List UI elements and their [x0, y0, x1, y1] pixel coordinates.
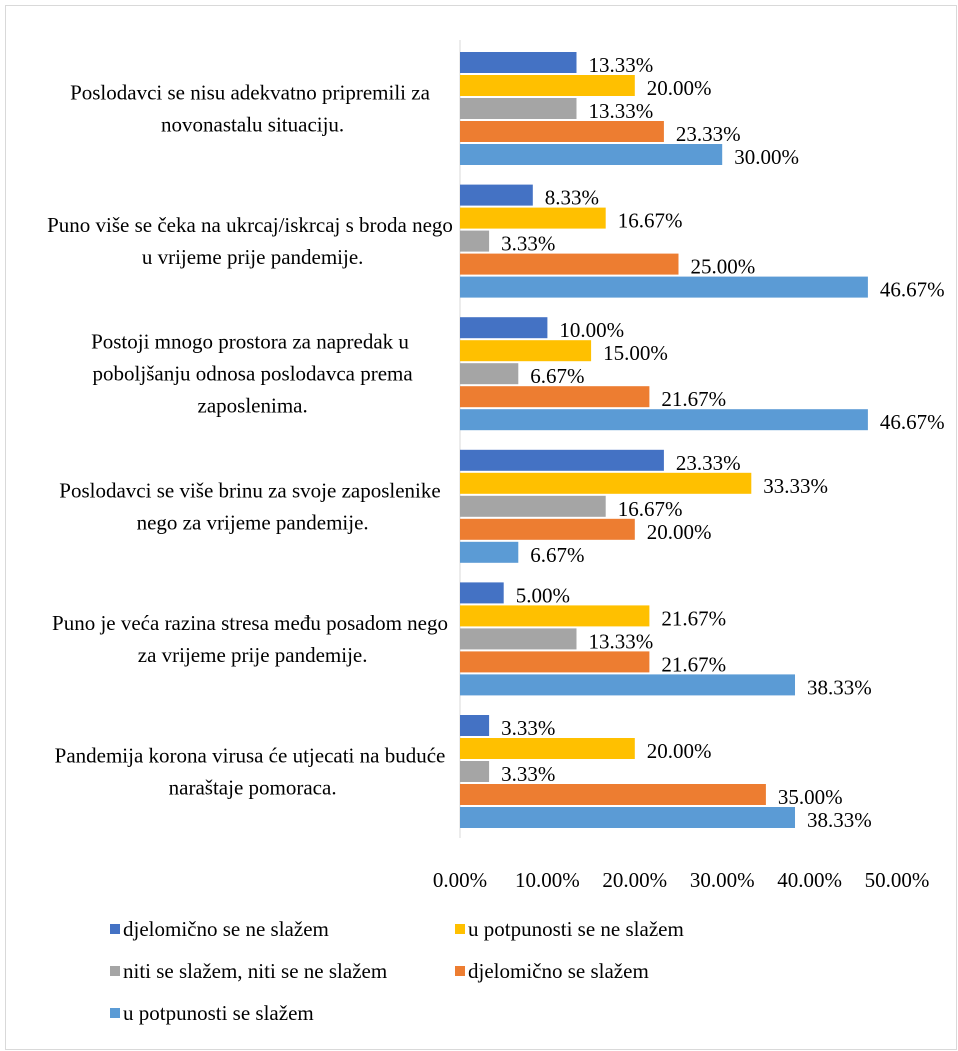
bar	[460, 807, 796, 828]
data-label: 38.33%	[807, 675, 872, 699]
bar	[460, 386, 650, 408]
x-tick-label: 50.00%	[865, 868, 930, 892]
bar	[460, 121, 664, 142]
bar	[460, 230, 490, 252]
data-label: 30.00%	[734, 145, 799, 169]
data-label: 38.33%	[807, 808, 872, 832]
bar	[460, 472, 752, 494]
bar	[460, 207, 606, 229]
bar	[460, 651, 650, 673]
bar	[460, 605, 650, 627]
data-label: 23.33%	[676, 451, 741, 475]
data-label: 21.67%	[661, 387, 726, 411]
data-label: 13.33%	[589, 53, 654, 77]
legend-label: u potpunosti se slažem	[123, 1001, 314, 1025]
bar	[460, 495, 606, 517]
bar	[460, 75, 635, 96]
data-label: 25.00%	[691, 255, 756, 279]
data-label: 3.33%	[501, 716, 555, 740]
bar	[460, 449, 664, 471]
data-label: 5.00%	[516, 583, 570, 607]
data-label: 6.67%	[530, 364, 584, 388]
legend-swatch	[110, 1008, 120, 1018]
data-label: 3.33%	[501, 232, 555, 256]
bar	[460, 409, 868, 431]
data-label: 13.33%	[589, 629, 654, 653]
data-label: 8.33%	[545, 186, 599, 210]
legend-label: u potpunosti se ne slažem	[468, 917, 684, 941]
x-tick-label: 0.00%	[433, 868, 487, 892]
bar	[460, 98, 577, 119]
bar	[460, 784, 766, 805]
category-label: Postoji mnogo prostora za napredak u pob…	[87, 330, 413, 418]
data-label: 20.00%	[647, 76, 712, 100]
legend-swatch	[110, 966, 120, 976]
bar	[460, 184, 533, 206]
bar	[460, 276, 868, 298]
bar	[460, 317, 548, 339]
data-label: 33.33%	[763, 474, 828, 498]
data-label: 3.33%	[501, 762, 555, 786]
bar	[460, 738, 635, 759]
data-label: 35.00%	[778, 785, 843, 809]
data-label: 21.67%	[661, 652, 726, 676]
legend-label: djelomično se slažem	[468, 959, 649, 983]
category-label: Poslodavci se više brinu za svoje zaposl…	[59, 478, 440, 534]
bar	[460, 541, 519, 563]
category-label: Pandemija korona virusa će utjecati na b…	[55, 744, 446, 800]
data-label: 16.67%	[618, 497, 683, 521]
data-label: 23.33%	[676, 122, 741, 146]
legend-swatch	[455, 966, 465, 976]
category-label: Puno je veća razina stresa među posadom …	[52, 611, 448, 667]
bar	[460, 144, 723, 165]
legend-label: djelomično se ne slažem	[123, 917, 329, 941]
bar	[460, 518, 635, 540]
data-label: 6.67%	[530, 543, 584, 567]
bar	[460, 715, 490, 736]
category-label: Poslodavci se nisu adekvatno pripremili …	[70, 81, 431, 137]
legend-swatch	[110, 924, 120, 934]
bar	[460, 253, 679, 275]
x-tick-label: 10.00%	[515, 868, 580, 892]
data-label: 13.33%	[589, 99, 654, 123]
legend-swatch	[455, 924, 465, 934]
data-label: 15.00%	[603, 341, 668, 365]
bar	[460, 674, 796, 696]
data-label: 20.00%	[647, 520, 712, 544]
data-label: 46.67%	[880, 278, 945, 302]
x-tick-label: 40.00%	[777, 868, 842, 892]
category-label: Puno više se čeka na ukrcaj/iskrcaj s br…	[47, 213, 453, 269]
bar	[460, 628, 577, 650]
legend-label: niti se slažem, niti se ne slažem	[123, 959, 387, 983]
bar	[460, 340, 592, 362]
bar	[460, 761, 490, 782]
data-label: 16.67%	[618, 209, 683, 233]
bar	[460, 363, 519, 385]
x-tick-label: 30.00%	[690, 868, 755, 892]
data-label: 10.00%	[559, 318, 624, 342]
data-label: 21.67%	[661, 606, 726, 630]
x-tick-label: 20.00%	[602, 868, 667, 892]
data-label: 46.67%	[880, 410, 945, 434]
bar	[460, 582, 504, 604]
data-label: 20.00%	[647, 739, 712, 763]
bar	[460, 52, 577, 73]
